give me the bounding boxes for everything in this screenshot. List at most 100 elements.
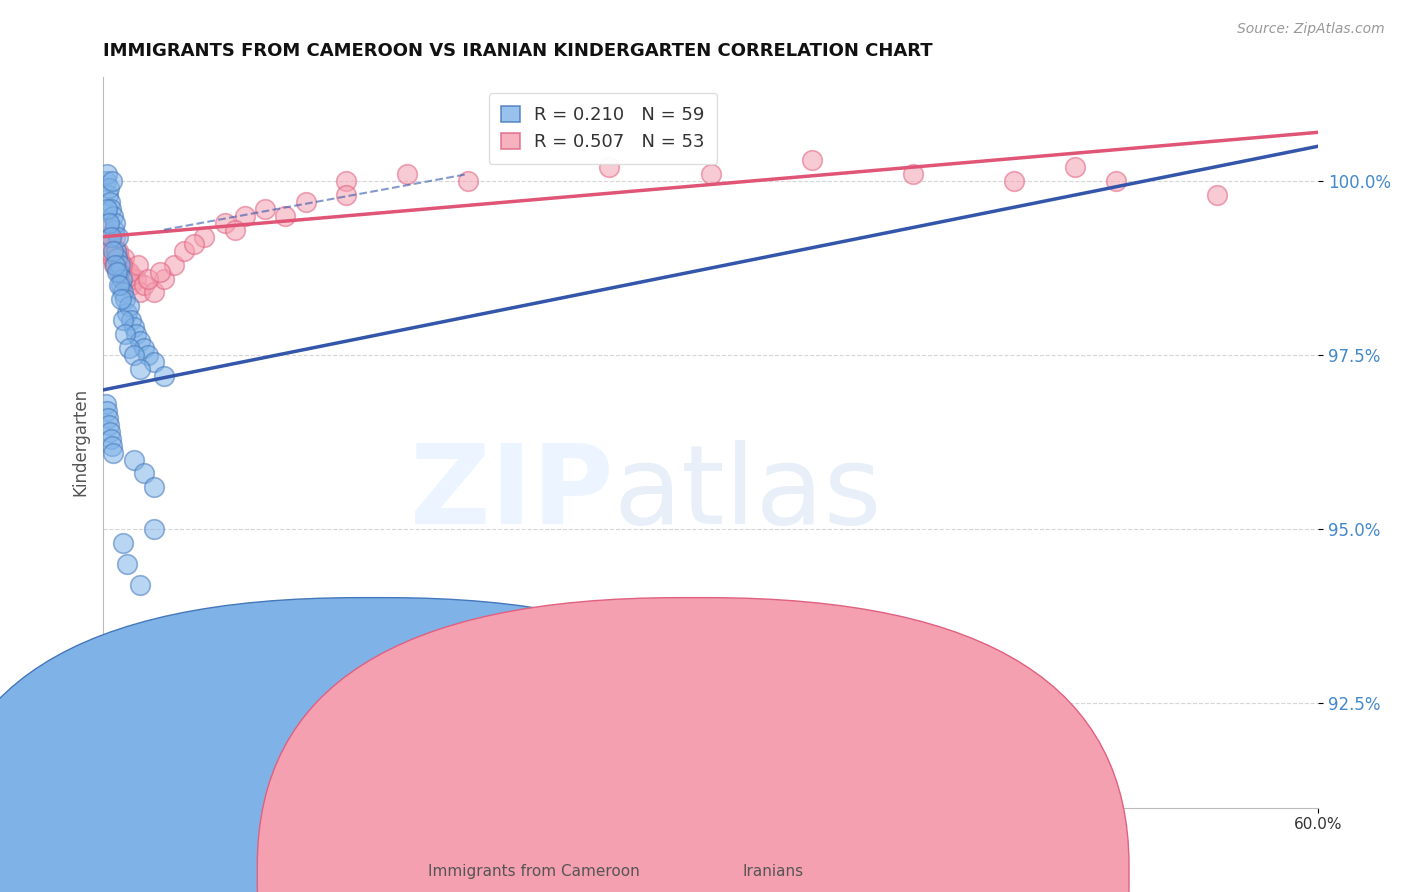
Point [103, 258, 125, 272]
Point [136, 271, 159, 285]
Point [118, 299, 141, 313]
Point [104, 229, 127, 244]
Text: Source: ZipAtlas.com: Source: ZipAtlas.com [1237, 22, 1385, 37]
Point [105, 244, 128, 258]
Text: IMMIGRANTS FROM CAMEROON VS IRANIAN KINDERGARTEN CORRELATION CHART: IMMIGRANTS FROM CAMEROON VS IRANIAN KIND… [103, 42, 932, 60]
Point [101, 439, 124, 453]
Point [96, 229, 118, 244]
Point [233, 209, 256, 223]
Point [96, 223, 118, 237]
Point [128, 285, 150, 300]
Point [699, 167, 721, 181]
Point [457, 174, 479, 188]
Y-axis label: Kindergarten: Kindergarten [72, 388, 89, 496]
Point [117, 264, 139, 278]
Point [103, 251, 125, 265]
Point [1105, 174, 1128, 188]
Point [122, 320, 145, 334]
Point [124, 327, 146, 342]
Point [114, 271, 136, 285]
Point [105, 251, 128, 265]
Point [142, 355, 165, 369]
Point [122, 452, 145, 467]
Point [163, 648, 186, 662]
Point [114, 293, 136, 307]
Legend: R = 0.210   N = 59, R = 0.507   N = 53: R = 0.210 N = 59, R = 0.507 N = 53 [489, 93, 717, 164]
Point [96, 404, 118, 418]
Point [98, 244, 121, 258]
Point [96, 397, 118, 411]
Point [122, 348, 145, 362]
Point [142, 480, 165, 494]
Point [98, 417, 121, 432]
Point [101, 174, 124, 188]
Point [153, 369, 176, 384]
Point [110, 258, 132, 272]
Point [132, 467, 155, 481]
Point [128, 578, 150, 592]
Point [105, 258, 128, 272]
Point [103, 244, 125, 258]
Point [132, 341, 155, 355]
Point [224, 223, 246, 237]
Point [111, 258, 134, 272]
Point [100, 236, 122, 251]
Point [254, 202, 277, 216]
Point [111, 271, 134, 285]
Point [98, 425, 121, 439]
Point [395, 167, 418, 181]
Point [142, 285, 165, 300]
Point [1004, 174, 1026, 188]
Point [112, 313, 135, 327]
Point [132, 278, 155, 293]
Text: Immigrants from Cameroon: Immigrants from Cameroon [429, 863, 640, 879]
Point [104, 258, 127, 272]
Text: ZIP: ZIP [411, 440, 613, 547]
Point [100, 202, 122, 216]
Point [124, 271, 146, 285]
Point [108, 251, 131, 265]
Point [163, 258, 186, 272]
Point [110, 258, 132, 272]
Point [117, 557, 139, 571]
Point [103, 445, 125, 459]
Point [103, 223, 125, 237]
Point [107, 229, 129, 244]
Point [101, 251, 124, 265]
Point [98, 181, 121, 195]
Point [112, 251, 135, 265]
Point [97, 410, 120, 425]
Point [110, 293, 132, 307]
Point [98, 244, 121, 258]
Point [98, 194, 121, 209]
Point [142, 522, 165, 536]
Point [114, 327, 136, 342]
Point [335, 174, 357, 188]
Point [128, 334, 150, 348]
Point [173, 244, 195, 258]
Text: Iranians: Iranians [742, 863, 804, 879]
Point [108, 278, 131, 293]
Point [136, 348, 159, 362]
Point [128, 362, 150, 376]
Point [149, 264, 172, 278]
Point [112, 258, 135, 272]
Point [121, 278, 143, 293]
Point [96, 202, 118, 216]
Point [105, 244, 128, 258]
Point [105, 264, 128, 278]
Point [107, 244, 129, 258]
Point [214, 717, 236, 731]
Point [108, 264, 131, 278]
Point [97, 188, 120, 202]
Point [193, 229, 215, 244]
Point [183, 236, 205, 251]
Point [118, 341, 141, 355]
Text: atlas: atlas [613, 440, 882, 547]
Point [110, 264, 132, 278]
Point [96, 167, 118, 181]
Point [274, 209, 297, 223]
Point [903, 167, 925, 181]
Point [1064, 160, 1087, 174]
Point [598, 160, 620, 174]
